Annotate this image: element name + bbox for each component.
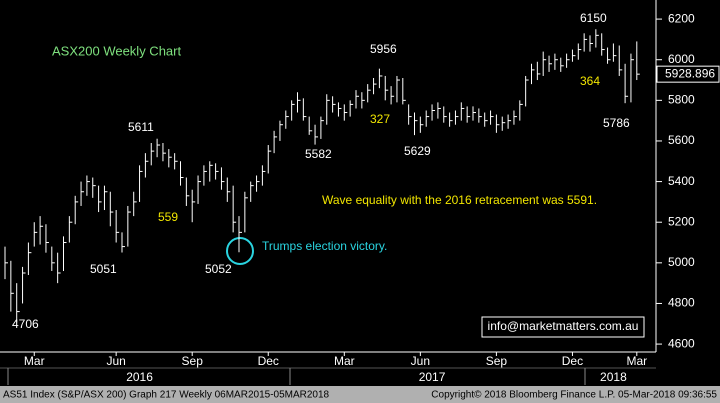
annotation: 5051	[90, 262, 117, 276]
annotation: 5052	[205, 262, 232, 276]
footer-right: Copyright© 2018 Bloomberg Finance L.P. 0…	[431, 390, 717, 401]
y-tick-label: 5000	[668, 255, 695, 269]
x-tick-label: Dec	[258, 354, 279, 368]
annotation: Trumps election victory.	[262, 239, 387, 253]
highlight-circle	[226, 237, 254, 265]
annotation: 364	[580, 74, 600, 88]
x-tick-label: Jun	[106, 354, 125, 368]
annotation: Wave equality with the 2016 retracement …	[322, 193, 597, 207]
x-tick-label: Dec	[562, 354, 583, 368]
y-tick-label: 5800	[668, 93, 695, 107]
y-tick-label: 5600	[668, 133, 695, 147]
footer-left: AS51 Index (S&P/ASX 200) Graph 217 Weekl…	[3, 390, 330, 401]
footer-bar	[0, 386, 720, 403]
annotation: 4706	[12, 317, 39, 331]
last-price: 5928.896	[665, 66, 715, 80]
y-tick-label: 5200	[668, 214, 695, 228]
annotation: 559	[158, 210, 178, 224]
y-tick-label: 6200	[668, 11, 695, 25]
contact: info@marketmatters.com.au	[488, 319, 639, 333]
contact-box	[481, 316, 645, 338]
annotation: 5629	[404, 144, 431, 158]
chart-title: ASX200 Weekly Chart	[52, 43, 181, 58]
x-tick-label: Jun	[411, 354, 430, 368]
x-tick-label: Sep	[486, 354, 508, 368]
x-tick-label: Mar	[626, 354, 647, 368]
y-tick-label: 6000	[668, 52, 695, 66]
x-tick-label: Mar	[334, 354, 355, 368]
year-label: 2017	[419, 370, 446, 384]
x-tick-label: Mar	[24, 354, 45, 368]
annotation: 5582	[305, 147, 332, 161]
annotation: 5611	[128, 120, 154, 134]
annotation: 6150	[580, 11, 607, 25]
year-label: 2016	[126, 370, 153, 384]
y-tick-label: 4800	[668, 296, 695, 310]
x-tick-label: Sep	[182, 354, 204, 368]
y-tick-label: 5400	[668, 174, 695, 188]
annotation: 5956	[370, 42, 397, 56]
last-price-box	[656, 65, 720, 83]
annotation: 327	[370, 112, 390, 126]
year-label: 2018	[600, 370, 627, 384]
y-tick-label: 4600	[668, 336, 695, 350]
annotation: 5786	[603, 116, 630, 130]
